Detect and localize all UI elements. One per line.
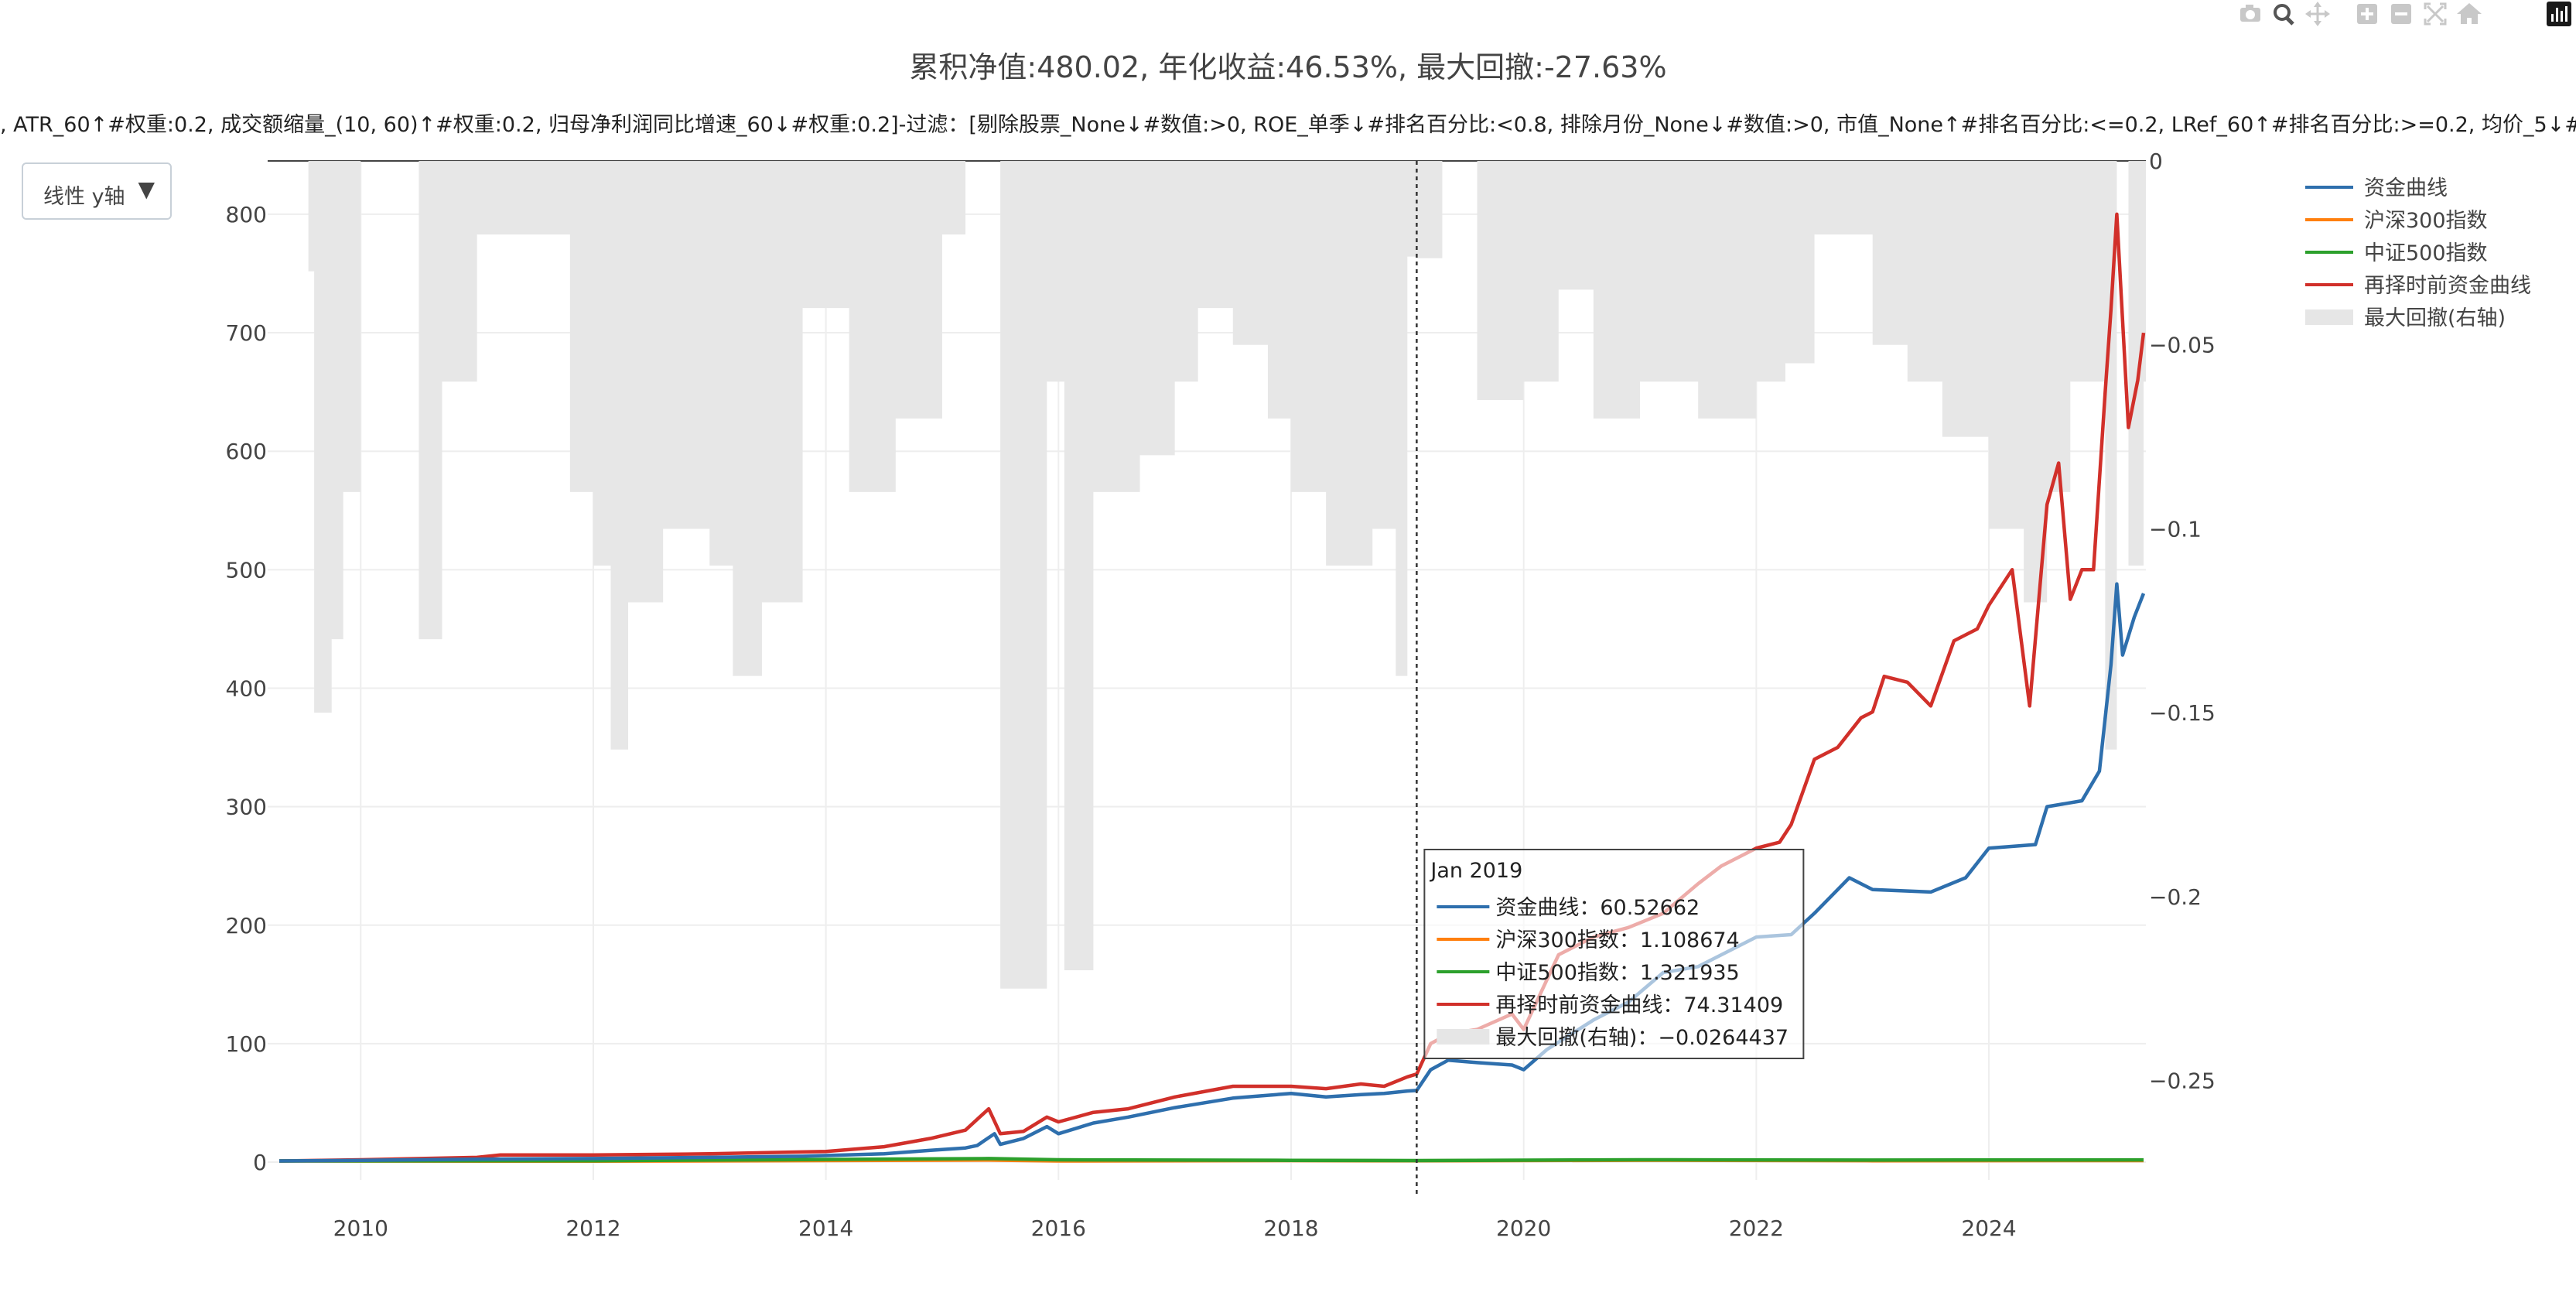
y-left-tick-label: 800 bbox=[226, 202, 267, 227]
y-right-tick-label: 0 bbox=[2149, 149, 2163, 174]
zoom-out-icon[interactable] bbox=[2384, 0, 2418, 28]
plotly-logo-icon[interactable] bbox=[2542, 0, 2576, 28]
y-left-tick-label: 200 bbox=[226, 913, 267, 939]
y-axis-type-dropdown[interactable]: 线性 y轴 ▼ bbox=[22, 162, 172, 220]
tooltip-row: 中证500指数：1.321935 bbox=[1495, 961, 1739, 985]
chart-title: 累积净值:480.02, 年化收益:46.53%, 最大回撤:-27.63% bbox=[909, 50, 1666, 84]
dropdown-arrow-icon: ▼ bbox=[138, 176, 155, 202]
hover-tooltip: Jan 2019 资金曲线：60.52662 沪深300指数：1.108674 中证5… bbox=[1423, 849, 1805, 1059]
camera-icon[interactable] bbox=[2233, 0, 2267, 28]
series-drawdown-area bbox=[279, 161, 2146, 989]
y-left-tick-label: 400 bbox=[226, 675, 267, 701]
x-tick-label: 2014 bbox=[798, 1215, 853, 1241]
autoscale-icon[interactable] bbox=[2418, 0, 2452, 28]
legend-label: 中证500指数 bbox=[2364, 241, 2488, 265]
x-tick-label: 2018 bbox=[1263, 1215, 1318, 1241]
modebar bbox=[2220, 0, 2576, 28]
y-right-tick-label: −0.1 bbox=[2149, 516, 2202, 542]
legend-swatch bbox=[2305, 309, 2353, 325]
x-tick-label: 2024 bbox=[1961, 1215, 2016, 1241]
x-tick-label: 2016 bbox=[1031, 1215, 1086, 1241]
x-tick-label: 2020 bbox=[1496, 1215, 1551, 1241]
y-left-tick-label: 0 bbox=[253, 1150, 267, 1175]
tooltip-row: 资金曲线：60.52662 bbox=[1495, 896, 1700, 920]
tooltip-swatch bbox=[1437, 1029, 1490, 1045]
chart-subtitle: , ATR_60↑#权重:0.2, 成交额缩量_(10, 60)↑#权重:0.2… bbox=[0, 113, 2576, 137]
zoom-in-icon[interactable] bbox=[2350, 0, 2384, 28]
y-right-tick-label: −0.15 bbox=[2149, 700, 2216, 726]
legend-label: 最大回撤(右轴) bbox=[2364, 306, 2506, 330]
y-left-tick-label: 500 bbox=[226, 557, 267, 583]
tooltip-box bbox=[1423, 849, 1805, 1059]
tooltip-row: 最大回撤(右轴)：−0.0264437 bbox=[1495, 1026, 1789, 1050]
zoom-icon[interactable] bbox=[2267, 0, 2301, 28]
y-left-tick-label: 100 bbox=[226, 1031, 267, 1057]
x-tick-label: 2022 bbox=[1729, 1215, 1784, 1241]
y-right-tick-label: −0.25 bbox=[2149, 1068, 2216, 1094]
legend-label: 沪深300指数 bbox=[2364, 209, 2488, 233]
pan-icon[interactable] bbox=[2301, 0, 2335, 28]
x-tick-label: 2010 bbox=[333, 1215, 388, 1241]
y-right-tick-label: −0.2 bbox=[2149, 884, 2202, 910]
y-left-tick-label: 300 bbox=[226, 795, 267, 820]
y-left-tick-label: 600 bbox=[226, 439, 267, 464]
reset-axes-icon[interactable] bbox=[2452, 0, 2486, 28]
y-left-tick-label: 700 bbox=[226, 320, 267, 346]
tooltip-date: Jan 2019 bbox=[1429, 859, 1522, 883]
series-zz500-line bbox=[278, 1157, 2144, 1163]
legend-label: 再择时前资金曲线 bbox=[2364, 274, 2531, 298]
y-right-tick-label: −0.05 bbox=[2149, 333, 2216, 358]
legend-label: 资金曲线 bbox=[2364, 176, 2448, 200]
x-tick-label: 2012 bbox=[565, 1215, 620, 1241]
tooltip-row: 沪深300指数：1.108674 bbox=[1495, 928, 1739, 952]
series-equity-line bbox=[278, 582, 2146, 1163]
tooltip-row: 再择时前资金曲线：74.31409 bbox=[1495, 993, 1783, 1017]
y-axis-type-label: 线性 y轴 bbox=[43, 185, 125, 209]
